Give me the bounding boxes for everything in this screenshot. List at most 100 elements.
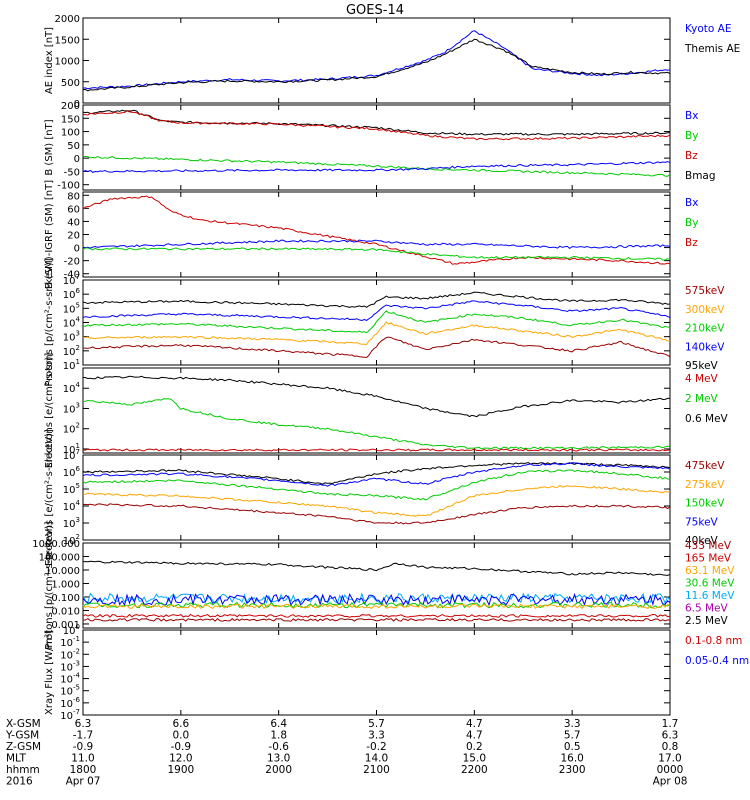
legend-entry: 40keV: [685, 535, 719, 547]
x-axis-value: 6.6: [172, 718, 189, 730]
y-axis-label: Protons [p/(cm²-s-sr-keV)]: [44, 521, 55, 649]
panel-frame: [82, 191, 671, 278]
y-tick-label: 150: [61, 114, 80, 125]
x-axis-row-label: hhmm: [6, 764, 40, 776]
x-axis-value: 0000: [657, 764, 684, 776]
legend-entry: Bx: [685, 197, 698, 209]
x-axis-value: -0.9: [73, 741, 94, 753]
legend-entry: Bmag: [685, 170, 716, 182]
series-line-6-5-mev: [82, 592, 671, 607]
x-axis-row-label: Z-GSM: [6, 741, 41, 753]
panel-1: 2000 1500 1000 500 0 AE index [nT] Kyoto AE The…: [44, 14, 740, 110]
x-axis-value: 1900: [167, 764, 194, 776]
y-tick-label: 60: [67, 204, 80, 215]
legend-entry: Bz: [685, 237, 698, 249]
legend-entry: Kyoto AE: [685, 23, 731, 35]
legend-entry: Bx: [685, 110, 698, 122]
x-axis-row-label: X-GSM: [6, 718, 41, 730]
series-line-300kev: [82, 321, 671, 345]
series-line-bx: [82, 161, 671, 173]
y-axis-label: Xray Flux [W/m²]: [44, 630, 55, 715]
legend-entry: 0.6 MeV: [685, 413, 729, 425]
series-line-bx: [82, 239, 671, 250]
y-tick-label: 102: [63, 422, 80, 436]
series-line-210kev: [82, 310, 671, 334]
y-tick-label: -20: [64, 257, 80, 268]
x-axis-value: 4.7: [466, 718, 483, 730]
y-tick-label: 1.000: [51, 579, 80, 590]
legend-entry: By: [685, 130, 698, 142]
series-line-275kev: [82, 484, 671, 517]
x-axis-value: 5.7: [564, 730, 581, 742]
y-tick-label: 107: [63, 448, 80, 462]
series-line-by: [82, 155, 671, 177]
y-tick-label: 101: [63, 358, 80, 372]
series-line-bz: [82, 195, 671, 265]
panel-5: 104 103 102 101 Electrons [e/(cm²-s-sr)] 4 Me…: [44, 353, 729, 469]
y-tick-label: 100.000: [39, 552, 80, 563]
x-axis-value: 1.7: [662, 718, 679, 730]
x-axis-value: 3.3: [564, 718, 581, 730]
x-axis-value: 2200: [461, 764, 488, 776]
y-tick-label: 104: [63, 381, 81, 395]
series-line-40kev: [82, 461, 671, 485]
y-tick-label: 104: [63, 316, 81, 330]
panel-3: 80 60 40 20 0 -20 -40 B (SM)-IGRF (SM) [nT] Bx By…: [44, 180, 698, 289]
panel-frame: [82, 367, 671, 454]
legend-entry: 0.1-0.8 nm: [685, 635, 742, 647]
y-tick-label: 20: [67, 231, 80, 242]
x-axis-table: X-GSM 6.3 6.6 6.4 5.7 4.7 3.3 1.7 Y-GSM -1.7 0.0 1.…: [5, 718, 687, 788]
series-line-475kev: [82, 503, 671, 525]
y-tick-label: 106: [63, 287, 81, 301]
legend-entry: Bz: [685, 150, 698, 162]
y-tick-label: 107: [63, 273, 80, 287]
y-axis-label: B (SM) [nT]: [44, 119, 55, 175]
y-tick-label: 500: [61, 78, 80, 89]
y-tick-label: 80: [67, 191, 80, 202]
series-line-63-1-mev: [82, 603, 671, 610]
y-tick-label: 1500: [55, 35, 80, 46]
y-tick-label: -50: [64, 167, 80, 178]
y-tick-label: 100: [61, 128, 80, 139]
legend-entry: 95keV: [685, 360, 719, 372]
y-tick-label: 50: [67, 141, 80, 152]
series-line-by: [82, 247, 671, 261]
y-tick-label: 10.000: [45, 566, 80, 577]
series-line-2-mev: [83, 398, 671, 450]
x-axis-value: 11.0: [71, 753, 94, 765]
y-tick-label: 1000: [55, 57, 80, 68]
x-axis-value: 0.5: [564, 741, 581, 753]
x-axis-value: 2300: [559, 764, 586, 776]
x-axis-value: 16.0: [560, 753, 583, 765]
y-tick-label: 0.010: [51, 606, 80, 617]
legend-entry: 475keV: [685, 460, 725, 472]
y-axis-label: Electrons [e/(cm²-s-sr)]: [44, 353, 55, 469]
x-axis-value: 0.2: [466, 741, 483, 753]
x-axis-value: 15.0: [463, 753, 486, 765]
x-axis-value: 4.7: [466, 730, 483, 742]
y-tick-label: 104: [63, 499, 81, 513]
x-axis-value: 5.7: [368, 718, 385, 730]
x-axis-value: 13.0: [267, 753, 290, 765]
x-axis-value: 12.0: [169, 753, 192, 765]
y-axis-label: Electrons [e/(cm²-s-sr-keV)]: [44, 429, 55, 566]
legend-entry: 30.6 MeV: [685, 578, 735, 590]
y-axis-label: AE index [nT]: [44, 27, 55, 94]
legend-entry: 575keV: [685, 285, 725, 297]
y-tick-label: 200: [61, 101, 80, 112]
y-tick-label: 103: [63, 330, 80, 344]
series-line-0-6-mev: [82, 375, 671, 418]
x-axis-value: -0.9: [171, 741, 192, 753]
y-tick-label: 103: [63, 401, 80, 415]
series-line-75kev: [82, 462, 671, 487]
y-tick-label: 102: [63, 344, 80, 358]
legend-entry: 275keV: [685, 479, 725, 491]
x-axis-value: 0.0: [172, 730, 189, 742]
x-axis-value: -0.2: [366, 741, 387, 753]
legend-entry: 2 MeV: [685, 393, 719, 405]
